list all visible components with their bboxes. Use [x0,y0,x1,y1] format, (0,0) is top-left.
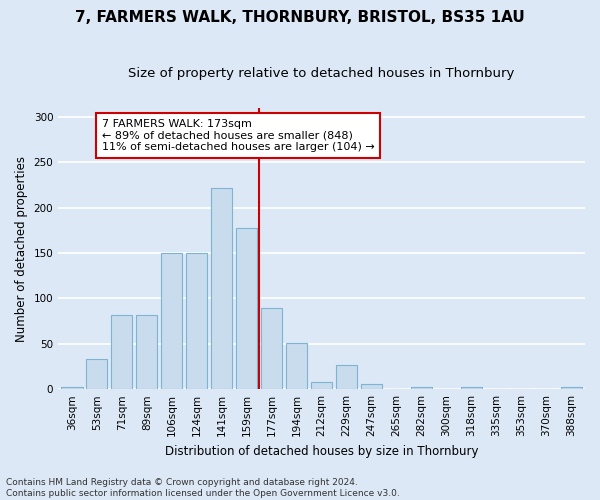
Bar [286,343,307,389]
Bar [111,315,133,389]
Text: 7, FARMERS WALK, THORNBURY, BRISTOL, BS35 1AU: 7, FARMERS WALK, THORNBURY, BRISTOL, BS3… [75,10,525,25]
X-axis label: Distribution of detached houses by size in Thornbury: Distribution of detached houses by size … [165,444,478,458]
Bar [261,308,282,389]
Bar [161,253,182,389]
Bar [61,388,83,389]
Title: Size of property relative to detached houses in Thornbury: Size of property relative to detached ho… [128,68,515,80]
Text: Contains HM Land Registry data © Crown copyright and database right 2024.
Contai: Contains HM Land Registry data © Crown c… [6,478,400,498]
Bar [86,360,107,389]
Text: 7 FARMERS WALK: 173sqm
← 89% of detached houses are smaller (848)
11% of semi-de: 7 FARMERS WALK: 173sqm ← 89% of detached… [102,119,374,152]
Bar [311,382,332,389]
Bar [411,388,432,389]
Y-axis label: Number of detached properties: Number of detached properties [15,156,28,342]
Bar [136,315,157,389]
Bar [236,228,257,389]
Bar [186,253,208,389]
Bar [336,364,357,389]
Bar [461,388,482,389]
Bar [560,388,582,389]
Bar [361,384,382,389]
Bar [211,188,232,389]
